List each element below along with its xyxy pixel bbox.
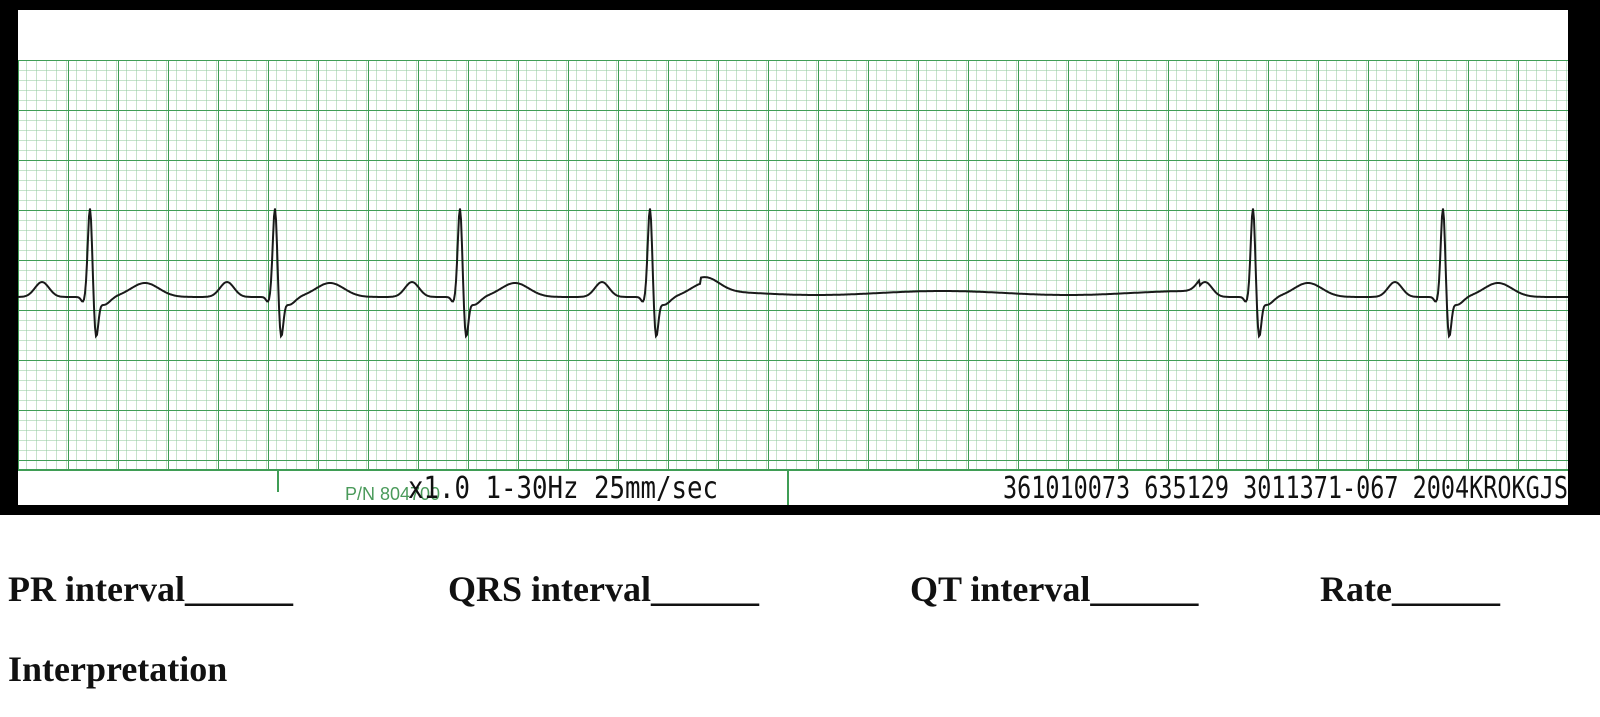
part-number: P/N 804700 <box>345 484 440 504</box>
strip-serial: 361010073 635129 3011371-067 2004KROKGJS <box>1003 471 1568 506</box>
rate-field: Rate______ <box>1320 569 1500 609</box>
qrs-field: QRS interval______ <box>448 569 759 609</box>
ecg-strip: P/N 804700 x1.0 1-30Hz 25mm/sec 36101007… <box>0 0 1600 515</box>
ecg-trace <box>17 208 1568 339</box>
qt-field: QT interval______ <box>910 569 1199 609</box>
strip-settings: x1.0 1-30Hz 25mm/sec <box>408 471 718 506</box>
grid <box>18 60 1568 470</box>
interpretation-label: Interpretation <box>8 649 228 689</box>
pr-field: PR interval______ <box>8 569 293 609</box>
